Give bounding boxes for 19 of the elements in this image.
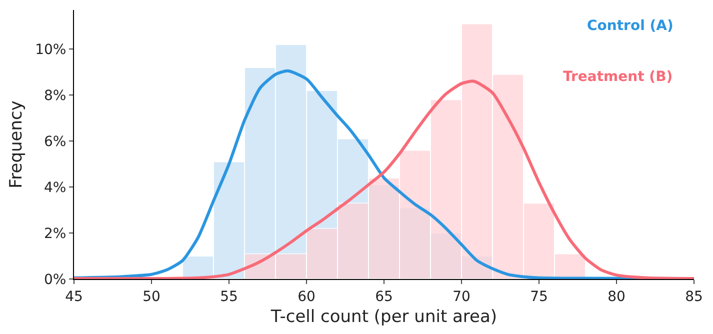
x-tick-label: 85 bbox=[685, 288, 703, 305]
y-tick-label: 2% bbox=[44, 226, 66, 242]
y-tick-label: 8% bbox=[44, 88, 66, 104]
x-tick-label: 75 bbox=[530, 288, 548, 305]
y-tick-label: 10% bbox=[35, 42, 66, 58]
x-axis-title: T-cell count (per unit area) bbox=[270, 307, 498, 328]
y-axis-title: Frequency bbox=[6, 100, 27, 188]
x-tick-label: 80 bbox=[608, 288, 626, 305]
y-tick-label: 6% bbox=[44, 134, 66, 150]
x-tick-label: 60 bbox=[298, 288, 316, 305]
text: Treatment (B) bbox=[563, 69, 673, 85]
x-tick-label: 65 bbox=[375, 288, 393, 305]
x-tick-label: 50 bbox=[142, 288, 160, 305]
y-tick-label: 4% bbox=[44, 180, 66, 196]
x-tick-label: 55 bbox=[220, 288, 238, 305]
x-tick-label: 70 bbox=[452, 288, 470, 305]
y-tick-label: 0% bbox=[44, 272, 66, 288]
x-tick-label: 45 bbox=[65, 288, 83, 305]
text: Control (A) bbox=[587, 18, 674, 34]
